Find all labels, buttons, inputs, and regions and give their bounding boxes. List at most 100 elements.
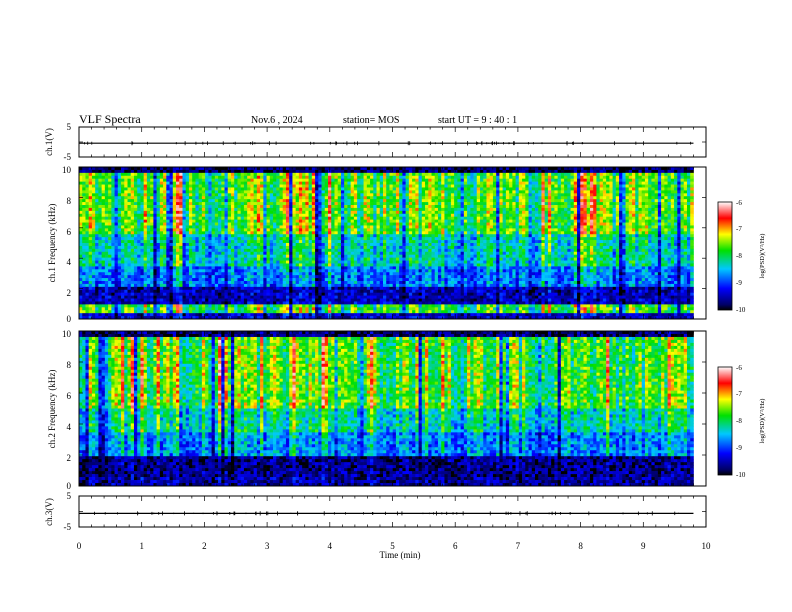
spectrogram-cell: [318, 275, 322, 279]
spectrogram-cell: [188, 266, 193, 270]
spectrogram-cell: [95, 240, 99, 244]
spectrogram-cell: [289, 307, 293, 311]
spectrogram-cell: [101, 301, 106, 305]
spectrogram-cell: [328, 307, 332, 311]
spectrogram-cell: [150, 263, 154, 267]
spectrogram-cell: [133, 281, 138, 285]
spectrogram-cell: [360, 169, 364, 174]
spectrogram-cell: [315, 307, 319, 311]
spectrogram-cell: [240, 231, 245, 235]
spectrogram-cell: [137, 187, 141, 191]
spectrogram-cell: [201, 231, 206, 235]
spectrogram-cell: [114, 281, 119, 285]
spectrogram-cell: [133, 187, 138, 191]
spectrogram-cell: [111, 234, 115, 238]
spectrogram-cell: [350, 278, 355, 282]
spectrogram-cell: [153, 275, 157, 279]
spectrogram-cell: [143, 272, 148, 276]
spectrogram-cell: [192, 254, 196, 258]
spectrogram-cell: [331, 225, 335, 229]
spectrogram-cell: [324, 275, 329, 279]
spectrogram-cell: [347, 216, 351, 220]
spectrogram-cell: [133, 240, 138, 244]
spectrogram-cell: [373, 210, 377, 215]
spectrogram-cell: [237, 234, 242, 238]
spectrogram-cell: [127, 272, 132, 276]
spectrogram-cell: [182, 240, 187, 244]
spectrogram-cell: [240, 228, 245, 232]
spectrogram-cell: [295, 281, 300, 285]
spectrogram-cell: [302, 225, 306, 229]
spectrogram-cell: [344, 248, 348, 253]
spectrogram-cell: [218, 269, 222, 273]
spectrogram-cell: [146, 167, 151, 171]
spectrogram-cell: [111, 316, 115, 320]
spectrogram-cell: [108, 269, 112, 273]
spectrogram-cell: [366, 202, 371, 206]
spectrogram-cell: [285, 286, 290, 291]
spectrogram-cell: [91, 175, 96, 180]
spectrogram-cell: [201, 181, 206, 185]
spectrogram-cell: [221, 184, 225, 188]
spectrogram-cell: [260, 316, 264, 320]
spectrogram-cell: [282, 175, 287, 180]
spectrogram-cell: [256, 281, 261, 285]
spectrogram-cell: [185, 178, 190, 182]
spectrogram-cell: [363, 266, 368, 270]
spectrogram-cell: [211, 245, 216, 250]
spectrogram-cell: [308, 172, 313, 177]
spectrogram-cell: [79, 216, 83, 220]
spectrogram-cell: [146, 286, 151, 291]
spectrogram-cell: [179, 304, 183, 308]
spectrogram-cell: [176, 199, 180, 203]
spectrogram-cell: [85, 260, 90, 264]
spectrogram-cell: [292, 219, 297, 223]
spectrogram-cell: [150, 205, 154, 209]
spectrogram-cell: [208, 167, 212, 171]
spectrogram-cell: [146, 254, 151, 258]
spectrogram-cell: [146, 172, 151, 177]
spectrogram-cell: [263, 199, 267, 203]
spectrogram-cell: [79, 254, 83, 258]
spectrogram-cell: [95, 301, 99, 305]
spectrogram-cell: [321, 286, 326, 291]
spectrogram-cell: [269, 260, 274, 264]
spectrogram-cell: [276, 196, 280, 200]
spectrogram-cell: [363, 237, 368, 241]
ch1-waveform-noise: [84, 141, 692, 146]
spectrogram-cell: [295, 263, 300, 267]
spectrogram-cell: [111, 231, 115, 235]
spectrogram-cell: [205, 234, 209, 238]
spectrogram-cell: [98, 269, 102, 273]
spectrogram-cell: [150, 304, 154, 308]
spectrogram-cell: [124, 298, 128, 302]
spectrogram-cell: [373, 286, 377, 291]
spectrogram-cell: [198, 228, 203, 232]
spectrogram-cell: [273, 272, 277, 276]
spectrogram-cell: [163, 231, 167, 235]
spectrogram-cell: [253, 260, 258, 264]
spectrogram-cell: [279, 219, 284, 223]
spectrogram-cell: [88, 222, 93, 226]
spectrogram-cell: [269, 219, 274, 223]
spectrogram-cell: [357, 310, 361, 314]
spectrogram-cell: [321, 237, 326, 241]
spectrogram-cell: [195, 257, 199, 261]
spectrogram-cell: [315, 167, 319, 171]
spectrogram-cell: [373, 222, 377, 226]
spectrogram-cell: [260, 272, 264, 276]
spectrogram-cell: [353, 283, 358, 288]
spectrogram-cell: [276, 295, 280, 299]
spectrogram-cell: [250, 298, 254, 302]
spectrogram-cell: [328, 251, 332, 256]
spectrogram-cell: [205, 190, 209, 194]
spectrogram-cell: [360, 304, 364, 308]
spectrogram-cell: [231, 202, 235, 206]
spectrogram-cell: [266, 283, 271, 288]
spectrogram-cell: [366, 316, 371, 320]
spectrogram-cell: [328, 269, 332, 273]
spectrogram-cell: [127, 219, 132, 223]
spectrogram-cell: [344, 301, 348, 305]
spectrogram-cell: [108, 187, 112, 191]
spectrogram-cell: [79, 237, 83, 241]
